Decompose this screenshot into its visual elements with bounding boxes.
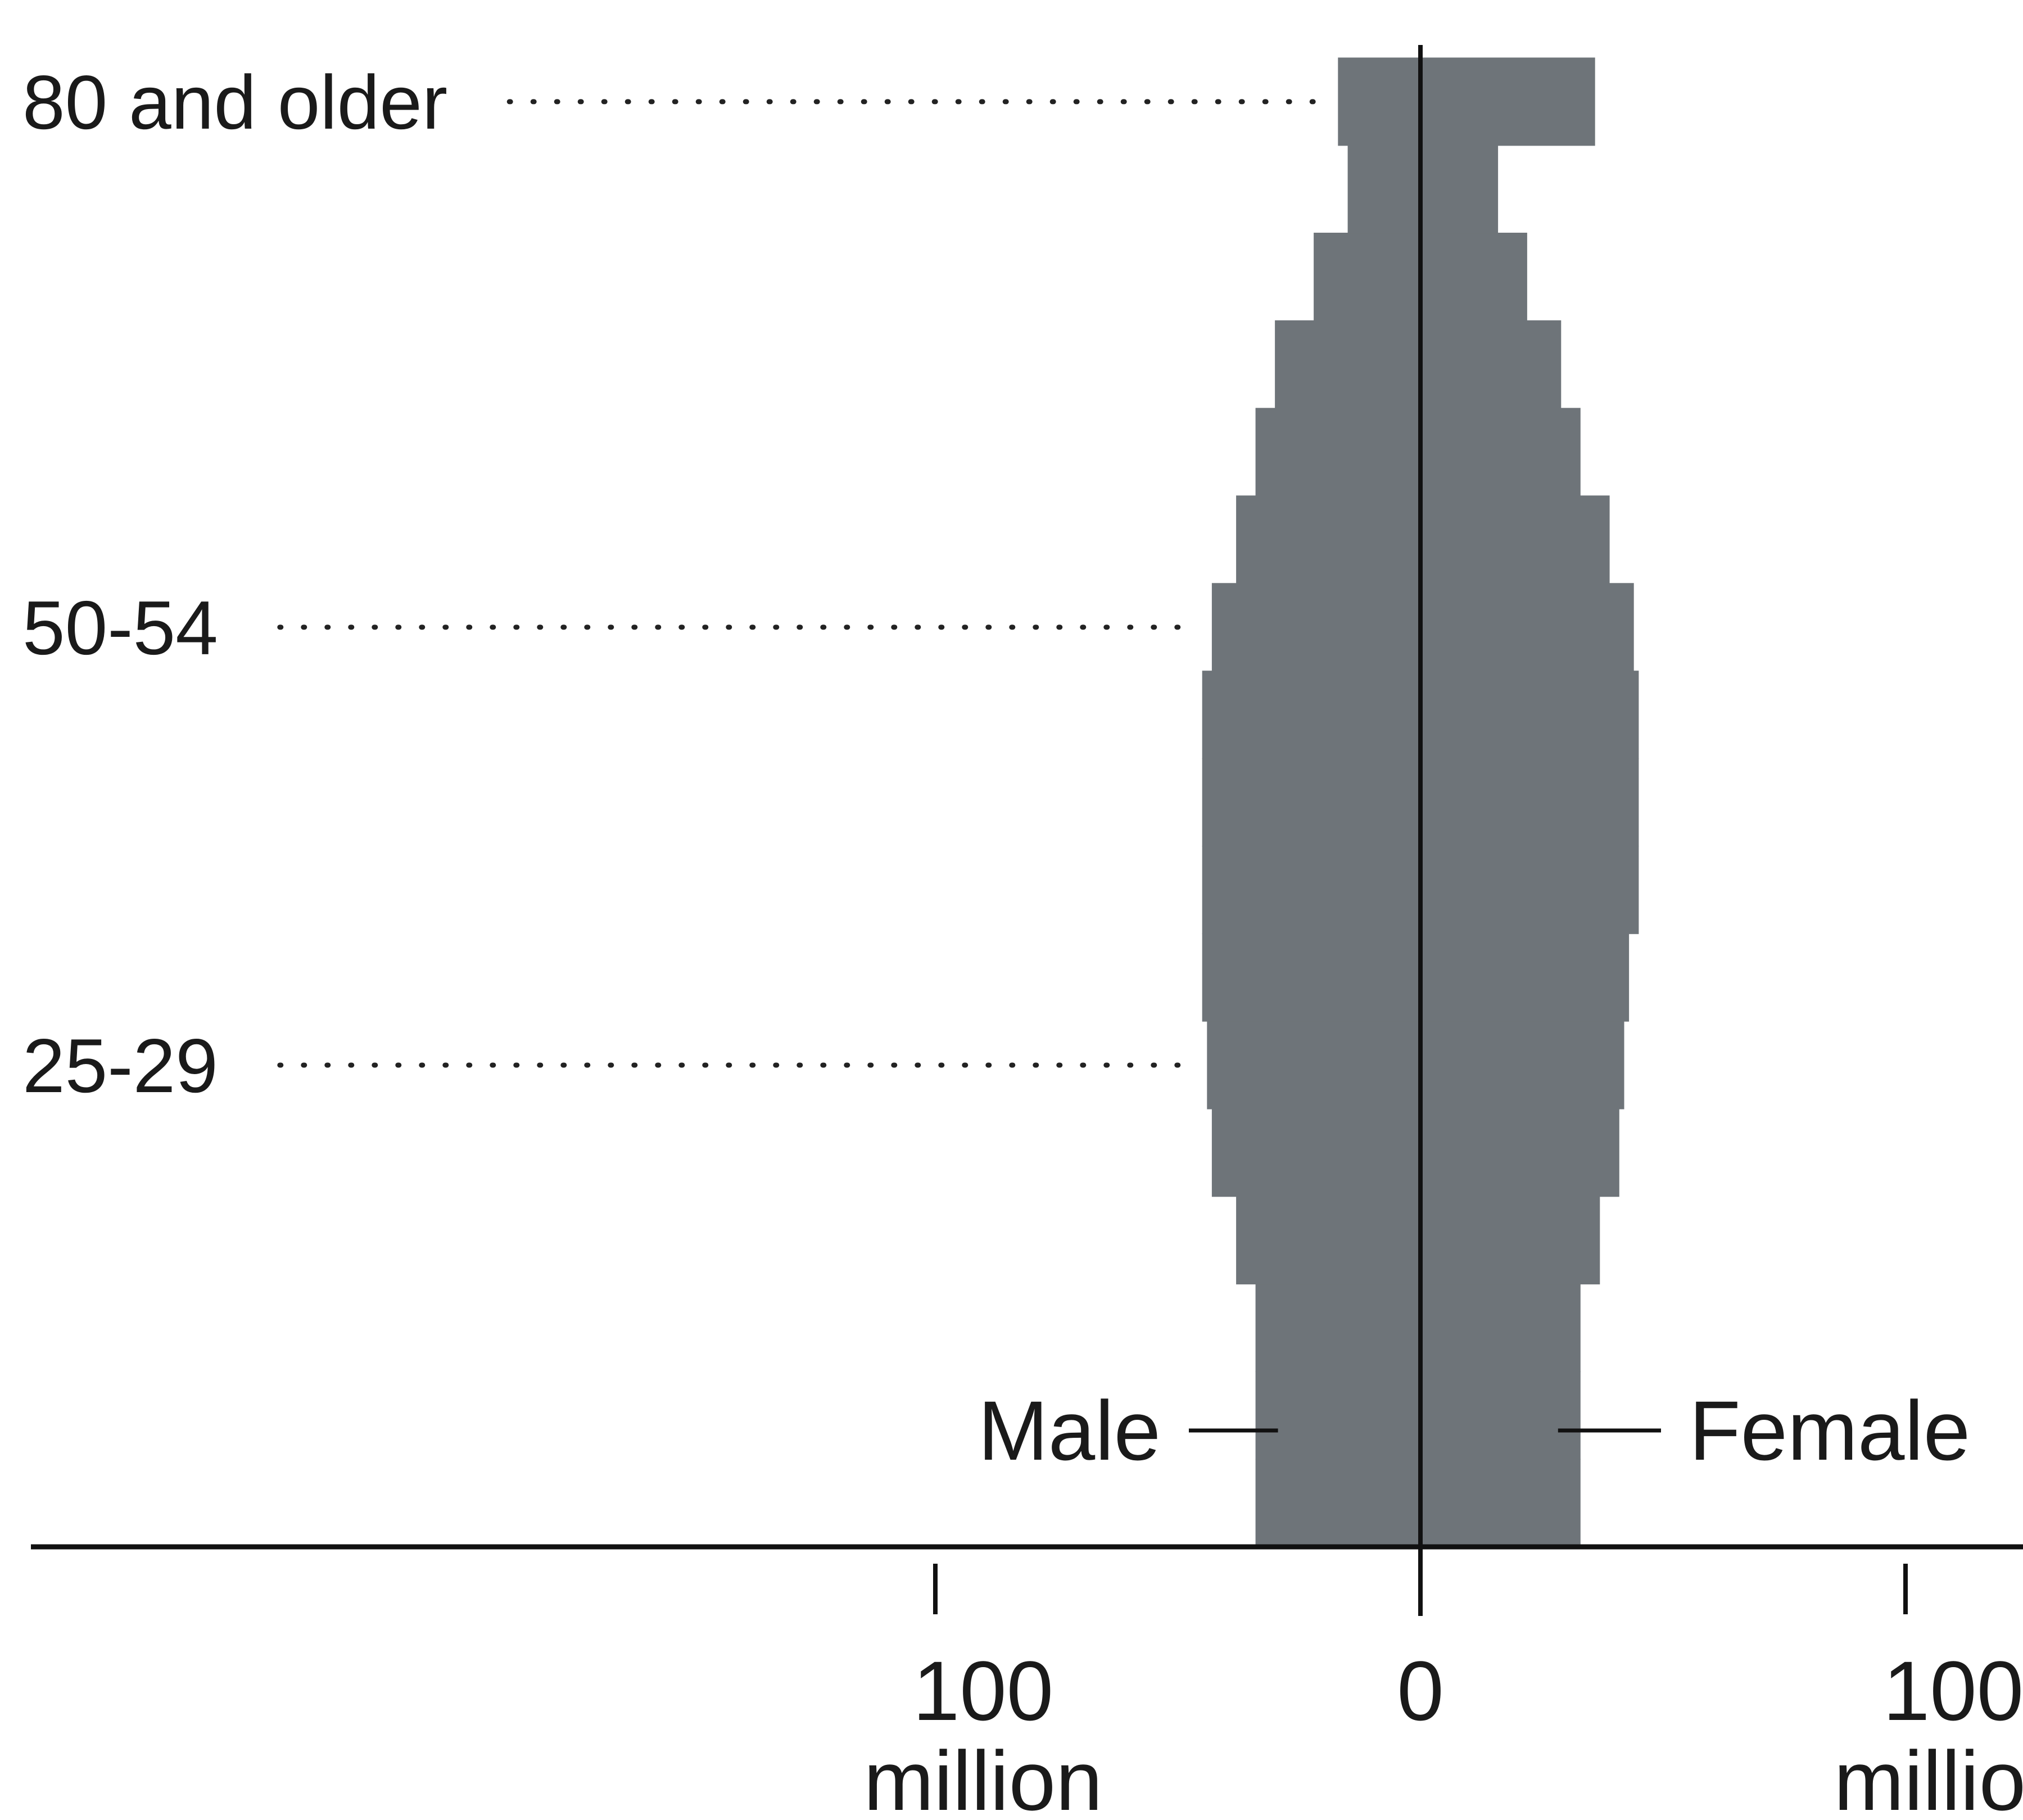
bar-male-10-14 xyxy=(1255,1283,1420,1372)
legend-label-male: Male xyxy=(978,1383,1161,1478)
bar-female-20-24 xyxy=(1420,1108,1619,1197)
bar-male-5-9 xyxy=(1255,1371,1420,1460)
bar-female-15-19 xyxy=(1420,1196,1600,1285)
x-tick-label-2-line2: million xyxy=(1834,1733,2023,1820)
bar-male-65-69 xyxy=(1275,320,1420,409)
legend-label-female: Female xyxy=(1689,1383,1970,1478)
bar-male-25-29 xyxy=(1207,1021,1420,1110)
bar-male-70-74 xyxy=(1314,233,1420,321)
bar-male-80-and-older xyxy=(1338,57,1420,146)
x-tick-label-0-line2: million xyxy=(863,1733,1102,1820)
bar-female-25-29 xyxy=(1420,1021,1624,1110)
bar-female-50-54 xyxy=(1420,583,1634,672)
bar-male-15-19 xyxy=(1236,1196,1420,1285)
bar-female-10-14 xyxy=(1420,1283,1581,1372)
x-tick-label-2: 100 xyxy=(1883,1644,2023,1738)
age-labels: 80 and older 50-54 25-29 xyxy=(22,60,1318,1108)
bar-female-70-74 xyxy=(1420,233,1527,321)
bar-female-0-4 xyxy=(1420,1459,1581,1547)
bar-female-55-59 xyxy=(1420,495,1610,584)
bar-male-40-44 xyxy=(1202,758,1421,846)
bar-male-35-39 xyxy=(1202,845,1421,934)
x-tick-label-0: 100 xyxy=(913,1644,1053,1738)
bar-female-60-64 xyxy=(1420,408,1581,496)
bar-male-55-59 xyxy=(1236,495,1420,584)
bar-male-45-49 xyxy=(1202,671,1421,759)
bar-male-60-64 xyxy=(1255,408,1420,496)
bar-female-30-34 xyxy=(1420,933,1630,1022)
bar-female-40-44 xyxy=(1420,758,1639,846)
bar-male-75-79 xyxy=(1347,145,1421,234)
female-bars xyxy=(1420,57,1639,1547)
age-label-25-29: 25-29 xyxy=(22,1023,218,1108)
bar-female-45-49 xyxy=(1420,671,1639,759)
bar-male-50-54 xyxy=(1211,583,1420,672)
legend: Male Female xyxy=(978,1383,1970,1478)
bar-female-35-39 xyxy=(1420,845,1639,934)
bar-female-75-79 xyxy=(1420,145,1499,234)
bar-male-0-4 xyxy=(1255,1459,1420,1547)
bar-female-65-69 xyxy=(1420,320,1562,409)
bar-male-20-24 xyxy=(1211,1108,1420,1197)
age-label-80-and-older: 80 and older xyxy=(22,60,447,145)
bar-female-80-and-older xyxy=(1420,57,1595,146)
x-axis-ticks: 100million0100million xyxy=(863,1564,2023,1820)
bar-female-5-9 xyxy=(1420,1371,1581,1460)
x-tick-label-1: 0 xyxy=(1397,1644,1443,1738)
age-label-50-54: 50-54 xyxy=(22,585,218,671)
male-bars xyxy=(1202,57,1421,1547)
bar-male-30-34 xyxy=(1202,933,1421,1022)
